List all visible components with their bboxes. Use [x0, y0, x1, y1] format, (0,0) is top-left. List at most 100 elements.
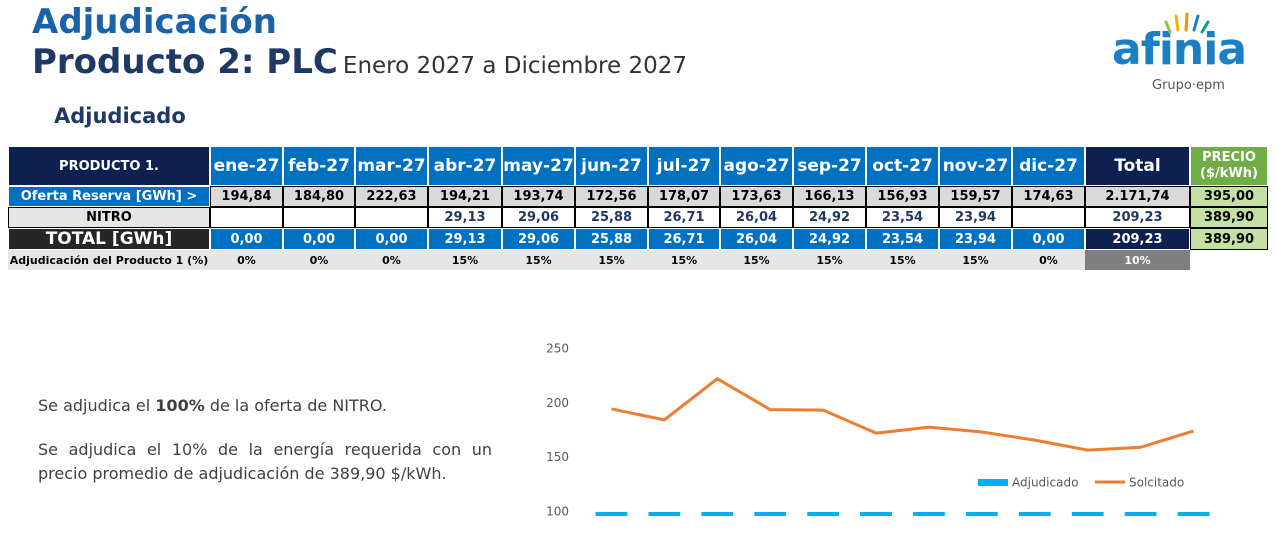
- table-cell: 25,88: [575, 207, 648, 228]
- legend-label: Solcitado: [1129, 476, 1184, 490]
- chart: 100 150 200 250 Adjudicado Solcitado: [546, 342, 1210, 519]
- table-cell: 23,54: [866, 207, 939, 228]
- price-cell: 389,90: [1190, 207, 1268, 228]
- table-cell: 166,13: [793, 186, 866, 207]
- logo-rays: [1164, 12, 1210, 34]
- bar: [595, 512, 628, 516]
- table-cell: 26,04: [720, 207, 793, 228]
- total-cell: 209,23: [1085, 207, 1190, 228]
- total-cell: 209,23: [1085, 228, 1190, 250]
- row-label: NITRO: [8, 207, 210, 228]
- column-header: mar-27: [355, 146, 428, 186]
- plot: [595, 376, 1210, 516]
- row-label: Adjudicación del Producto 1 (%): [8, 250, 210, 270]
- table-cell: 29,06: [502, 228, 575, 250]
- table-cell: 0%: [283, 250, 355, 270]
- legend-swatch: [978, 479, 1008, 486]
- bar: [1071, 512, 1104, 516]
- row-label: TOTAL [GWh]: [8, 228, 210, 250]
- column-header: ago-27: [720, 146, 793, 186]
- note-text: de la oferta de NITRO.: [204, 396, 387, 415]
- column-header: dic-27: [1012, 146, 1085, 186]
- note: Se adjudica el 100% de la oferta de NITR…: [38, 394, 492, 418]
- price-header-line: PRECIO: [1202, 150, 1256, 165]
- y-tick-label: 250: [546, 342, 569, 356]
- column-header: sep-27: [793, 146, 866, 186]
- column-header: oct-27: [866, 146, 939, 186]
- price-cell: 395,00: [1190, 186, 1268, 207]
- table-cell: 159,57: [939, 186, 1012, 207]
- table-cell: 172,56: [575, 186, 648, 207]
- table-cell: 29,13: [428, 207, 502, 228]
- table-cell: 23,94: [939, 228, 1012, 250]
- corner: PRODUCTO 1.: [8, 146, 210, 186]
- period: Enero 2027 a Diciembre 2027: [342, 53, 688, 79]
- title: Adjudicación: [32, 2, 277, 42]
- table-cell: 24,92: [793, 228, 866, 250]
- section: Adjudicado: [54, 104, 186, 128]
- bar: [754, 512, 787, 516]
- table-cell: 15%: [793, 250, 866, 270]
- bar: [1124, 512, 1157, 516]
- bar: [1018, 512, 1051, 516]
- legend-label: Adjudicado: [1012, 476, 1078, 490]
- table-cell: 173,63: [720, 186, 793, 207]
- table-cell: 184,80: [283, 186, 355, 207]
- table-cell: 0,00: [1012, 228, 1085, 250]
- bar: [860, 512, 892, 516]
- line: [611, 376, 1194, 452]
- total-header: Total: [1085, 146, 1190, 186]
- table-cell: 194,84: [210, 186, 283, 207]
- column-header: ene-27: [210, 146, 283, 186]
- table-cell: 23,94: [939, 207, 1012, 228]
- table-cell: 15%: [502, 250, 575, 270]
- price-header: PRECIO ($/kWh): [1190, 146, 1268, 186]
- table-cell: 0%: [355, 250, 428, 270]
- table-cell: 29,13: [428, 228, 502, 250]
- table-cell: [1012, 207, 1085, 228]
- product: Producto 2: PLC: [32, 42, 338, 82]
- column-header: nov-27: [939, 146, 1012, 186]
- column-header: abr-27: [428, 146, 502, 186]
- table-cell: 0%: [210, 250, 283, 270]
- total-cell: 10%: [1085, 250, 1190, 270]
- table-cell: [283, 207, 355, 228]
- note: Se adjudica el 10% de la energía requeri…: [38, 440, 492, 483]
- y-tick-label: 200: [546, 396, 569, 410]
- table-cell: 0,00: [355, 228, 428, 250]
- bar: [648, 512, 681, 516]
- table-cell: 26,04: [720, 228, 793, 250]
- table-cell: 0%: [1012, 250, 1085, 270]
- note-bold: 100%: [155, 396, 205, 415]
- column-header: jul-27: [648, 146, 720, 186]
- total-cell: 2.171,74: [1085, 186, 1190, 207]
- y-tick-label: 100: [546, 505, 569, 519]
- table-cell: 15%: [720, 250, 793, 270]
- table-cell: 24,92: [793, 207, 866, 228]
- table-cell: 193,74: [502, 186, 575, 207]
- table-cell: 29,06: [502, 207, 575, 228]
- table-cell: 26,71: [648, 207, 720, 228]
- note-text: Se adjudica el: [38, 396, 156, 415]
- table-cell: 15%: [939, 250, 1012, 270]
- column-header: jun-27: [575, 146, 648, 186]
- table-cell: 15%: [428, 250, 502, 270]
- table-cell: 23,54: [866, 228, 939, 250]
- subtitle-line: Producto 2: PLC Enero 2027 a Diciembre 2…: [32, 42, 687, 82]
- bar: [807, 512, 839, 516]
- table-cell: 25,88: [575, 228, 648, 250]
- table-cell: 15%: [866, 250, 939, 270]
- table-cell: 174,63: [1012, 186, 1085, 207]
- table-cell: 15%: [648, 250, 720, 270]
- price-cell: 389,90: [1190, 228, 1268, 250]
- bar: [1177, 512, 1210, 516]
- bar: [966, 512, 998, 516]
- table-cell: 156,93: [866, 186, 939, 207]
- y-tick-label: 150: [546, 450, 569, 464]
- price-header-line: ($/kWh): [1200, 166, 1258, 181]
- table-cell: 222,63: [355, 186, 428, 207]
- table-cell: 0,00: [210, 228, 283, 250]
- table-cell: 15%: [575, 250, 648, 270]
- notes: Se adjudica el 100% de la oferta de NITR…: [38, 394, 492, 486]
